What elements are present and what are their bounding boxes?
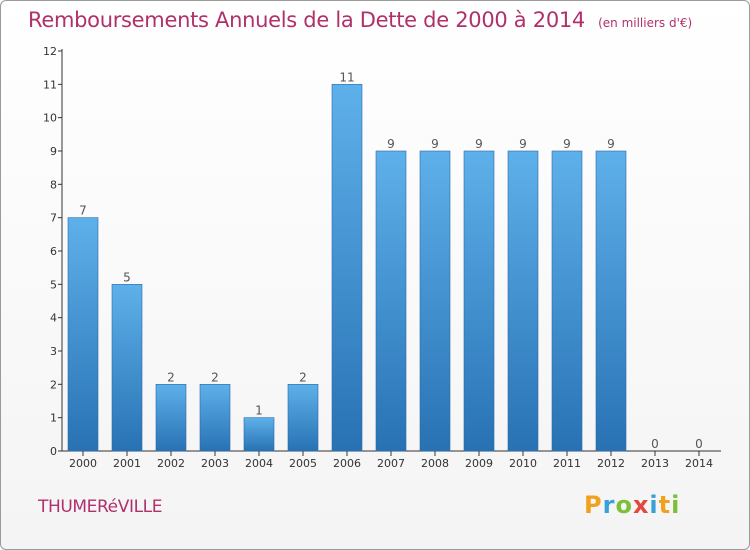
- data-label: 9: [431, 137, 439, 151]
- x-tick-label: 2001: [113, 457, 141, 470]
- proxiti-logo: Proxiti: [584, 491, 680, 519]
- y-tick-label: 12: [43, 45, 57, 58]
- bar: [507, 150, 539, 452]
- brand-letter: t: [658, 491, 672, 519]
- bar: [331, 84, 363, 452]
- brand-letter: P: [584, 491, 603, 519]
- chart-title: Remboursements Annuels de la Dette de 20…: [28, 8, 585, 32]
- bar: [375, 150, 407, 452]
- x-tick-label: 2013: [641, 457, 669, 470]
- x-tick-label: 2010: [509, 457, 537, 470]
- x-tick-label: 2012: [597, 457, 625, 470]
- x-tick-label: 2004: [245, 457, 273, 470]
- y-tick-label: 6: [50, 245, 57, 258]
- bar: [155, 384, 187, 452]
- bar: [551, 150, 583, 452]
- data-label: 11: [339, 70, 354, 84]
- x-tick-label: 2000: [69, 457, 97, 470]
- data-label: 0: [695, 437, 703, 451]
- data-label: 9: [563, 137, 571, 151]
- bar: [67, 217, 99, 452]
- chart-unit-note: (en milliers d'€): [598, 16, 693, 30]
- x-tick-label: 2002: [157, 457, 185, 470]
- x-tick-label: 2009: [465, 457, 493, 470]
- brand-letter: i: [649, 491, 659, 519]
- y-tick-label: 3: [50, 345, 57, 358]
- data-label: 1: [255, 404, 263, 418]
- y-tick-label: 1: [50, 412, 57, 425]
- bar: [111, 284, 143, 452]
- x-tick-label: 2008: [421, 457, 449, 470]
- data-label: 2: [167, 370, 175, 384]
- bar: [199, 384, 231, 452]
- y-tick-label: 2: [50, 378, 57, 391]
- y-tick-label: 11: [43, 78, 57, 91]
- y-tick-label: 9: [50, 145, 57, 158]
- bar: [419, 150, 451, 452]
- data-label: 0: [651, 437, 659, 451]
- brand-letter: o: [615, 491, 633, 519]
- data-label: 2: [299, 370, 307, 384]
- x-tick-label: 2003: [201, 457, 229, 470]
- data-label: 5: [123, 270, 131, 284]
- y-tick-label: 5: [50, 278, 57, 291]
- brand-letter: x: [632, 491, 650, 519]
- x-tick-label: 2007: [377, 457, 405, 470]
- y-tick-label: 4: [50, 312, 57, 325]
- brand-letter: r: [602, 491, 616, 519]
- x-tick-label: 2005: [289, 457, 317, 470]
- y-tick-label: 8: [50, 178, 57, 191]
- commune-name: THUMERéVILLE: [38, 497, 163, 517]
- bar: [463, 150, 495, 452]
- x-tick-label: 2011: [553, 457, 581, 470]
- data-label: 9: [475, 137, 483, 151]
- x-tick-label: 2006: [333, 457, 361, 470]
- data-label: 9: [607, 137, 615, 151]
- bar: [243, 417, 275, 452]
- y-tick-label: 0: [50, 445, 57, 458]
- data-label: 9: [387, 137, 395, 151]
- data-label: 2: [211, 370, 219, 384]
- y-tick-label: 7: [50, 212, 57, 225]
- chart-header: Remboursements Annuels de la Dette de 20…: [28, 8, 692, 32]
- y-tick-label: 10: [43, 112, 57, 125]
- brand-letter: i: [671, 491, 681, 519]
- bar: [595, 150, 627, 452]
- x-tick-label: 2014: [685, 457, 713, 470]
- data-label: 9: [519, 137, 527, 151]
- bar: [287, 384, 319, 452]
- data-label: 7: [79, 204, 87, 218]
